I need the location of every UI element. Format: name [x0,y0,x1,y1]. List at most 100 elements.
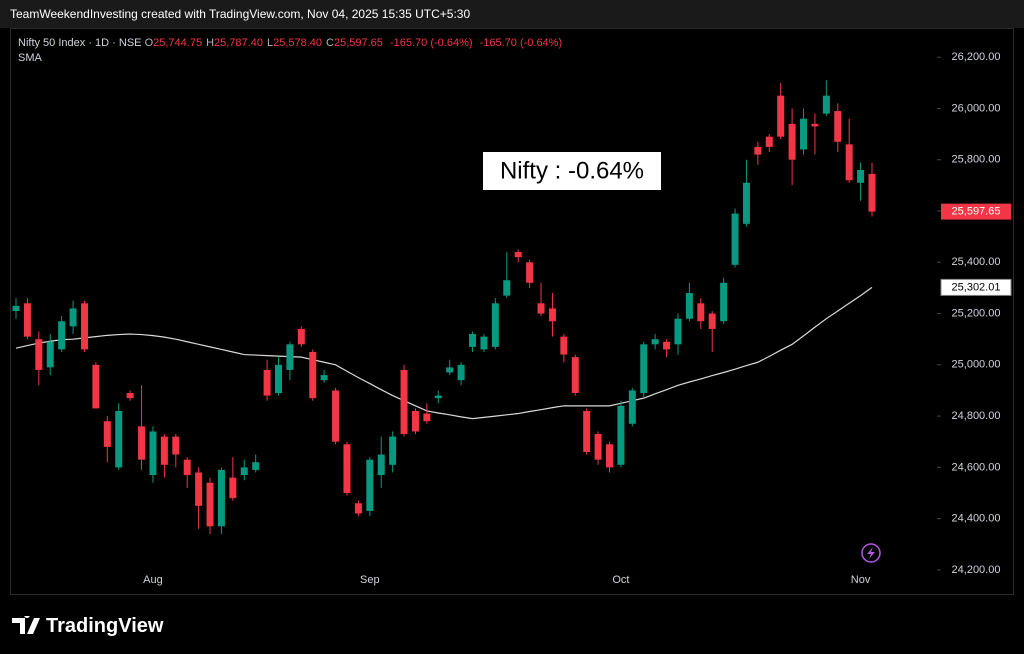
candle-body [126,393,134,399]
logo-icon [12,616,40,634]
candle-body [411,410,419,432]
candle-body [640,344,648,394]
candle-body [297,328,305,345]
candle-body [583,410,591,452]
candle-body [252,462,260,470]
y-tick-label: 26,000.00 [952,102,1001,114]
candle-body [92,364,100,409]
candle-body [138,426,146,460]
alert-icon[interactable] [861,543,881,563]
candle-body [354,503,362,514]
candle-body [537,303,545,314]
ohlc-key: H [206,37,215,49]
candle-body [23,303,31,337]
y-tick-label: 24,800.00 [952,410,1001,422]
x-tick-label: Nov [851,574,871,586]
ohlc-value: 25,578.40 [273,37,323,49]
candle-body [663,341,671,350]
candle-body [286,344,294,370]
candle-body [172,436,180,455]
annotation-box [483,152,661,190]
candle-body [765,136,773,147]
candle-body [149,431,157,476]
candle-body [526,262,534,283]
candle-body [777,95,785,137]
ohlc-value: 25,787.40 [214,37,263,49]
candle-body [320,375,328,381]
candle-body [742,182,750,224]
candle-body [617,405,625,465]
annotation: Nifty : -0.64% [500,157,644,184]
sma-line [15,286,873,420]
candle-body [389,436,397,465]
candle-body [160,436,168,465]
candle-body [332,390,340,442]
brand: TradingView [46,614,164,637]
chart-frame [10,28,1014,595]
top-bar: TeamWeekendInvesting created with Tradin… [0,0,1024,28]
candle-body [868,173,876,212]
candle-body [229,477,237,499]
last-price-label: 25,597.65 [952,206,1001,218]
watermark-title: TeamWeekendInvesting created with Tradin… [10,7,471,21]
candle-body [811,123,819,127]
candle-body [834,111,842,142]
candle-body [560,336,568,355]
ohlc-key: L [266,37,274,49]
y-tick-label: 25,200.00 [952,307,1001,319]
ohlc-value: 25,597.65 [333,37,383,49]
candle-body [263,369,271,396]
ohlc: O25,744.75 H25,787.40 L25,578.40 C25,597.65 [145,37,387,49]
footer-logo[interactable]: TradingView [12,612,163,640]
candle-body [754,146,762,155]
candle-body [80,303,88,350]
candle-body [731,213,739,265]
candle-body [115,410,123,468]
candle-body [708,313,716,329]
candle-body [822,95,830,114]
candle-body [366,459,374,511]
candle-body [343,444,351,493]
candle-body [594,434,602,460]
y-tick-label: 24,600.00 [952,461,1001,473]
logo-shape [12,616,40,634]
ohlc-key: C [326,37,334,49]
ohlc-key: O [144,37,154,49]
candle-body [400,369,408,435]
candle-body [446,367,454,373]
candle-body [469,334,477,347]
ohlc-value: 25,744.75 [153,37,203,49]
candle-body [309,352,317,399]
candle-body [605,444,613,468]
candle-body [685,293,693,319]
candle-body [434,395,442,399]
candle-body [240,467,248,476]
x-tick-label: Oct [612,574,629,586]
y-tick-label: 25,000.00 [952,359,1001,371]
x-tick-label: Aug [143,574,163,586]
candle-body [571,357,579,394]
candle-body [788,123,796,160]
indicator-name[interactable]: SMA [18,52,42,64]
candle-body [697,303,705,322]
candle-body [845,144,853,181]
candle-body [514,252,522,258]
last-price-box [941,203,1011,220]
candle-body [720,282,728,322]
candle-body [651,339,659,345]
candle-body [674,318,682,345]
candle-body [206,482,214,527]
legend: Nifty 50 Index · 1D · NSE O25,744.75 H25,… [18,36,566,66]
y-tick-label: 24,200.00 [952,564,1001,576]
candle-body [195,472,203,506]
change: -165.70 (-0.64%) [389,37,473,49]
symbol[interactable]: Nifty 50 Index · 1D · NSE [18,37,142,49]
x-tick-label: Sep [360,574,380,586]
y-tick-label: 25,400.00 [952,256,1001,268]
sma-price-box [940,278,1012,296]
candle-body [46,341,54,368]
legend-row: Nifty 50 Index · 1D · NSE O25,744.75 H25,… [18,36,566,51]
candle-body [35,339,43,370]
